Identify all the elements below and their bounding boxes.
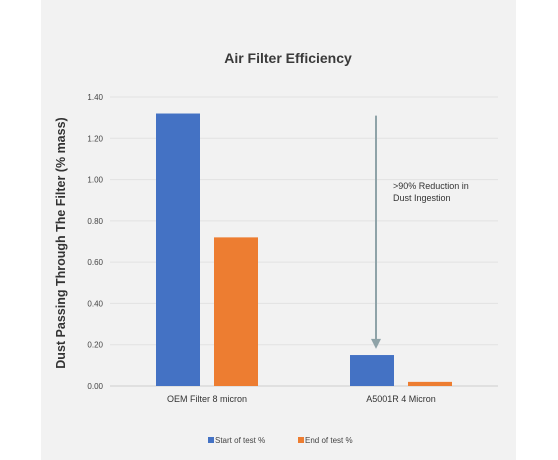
legend-label: Start of test % — [215, 436, 265, 445]
legend-swatch — [208, 437, 214, 443]
annotation: >90% Reduction in Dust Ingestion — [371, 115, 469, 349]
y-tick-label: 0.80 — [87, 217, 103, 226]
annotation-text: >90% Reduction in — [393, 181, 469, 191]
bars — [156, 113, 452, 386]
y-tick-labels: 0.00 0.20 0.40 0.60 0.80 1.00 1.20 1.40 — [87, 93, 103, 391]
y-tick-label: 0.40 — [87, 299, 103, 308]
y-tick-label: 1.40 — [87, 93, 103, 102]
y-tick-label: 1.20 — [87, 134, 103, 143]
bar — [350, 355, 394, 386]
y-tick-label: 1.00 — [87, 176, 103, 185]
y-axis-label: Dust Passing Through The Filter (% mass) — [54, 117, 68, 368]
legend-swatch — [298, 437, 304, 443]
legend: Start of test % End of test % — [208, 436, 353, 445]
annotation-arrow-head — [371, 338, 381, 349]
y-tick-label: 0.60 — [87, 258, 103, 267]
chart-title: Air Filter Efficiency — [224, 50, 352, 66]
y-tick-label: 0.20 — [87, 341, 103, 350]
category-label: A5001R 4 Micron — [366, 394, 436, 404]
bar — [214, 237, 258, 386]
bar — [408, 381, 452, 386]
bar — [156, 113, 200, 386]
legend-label: End of test % — [305, 436, 353, 445]
category-labels: OEM Filter 8 micron A5001R 4 Micron — [167, 394, 436, 404]
annotation-text: Dust Ingestion — [393, 193, 451, 203]
category-label: OEM Filter 8 micron — [167, 394, 247, 404]
y-tick-label: 0.00 — [87, 382, 103, 391]
